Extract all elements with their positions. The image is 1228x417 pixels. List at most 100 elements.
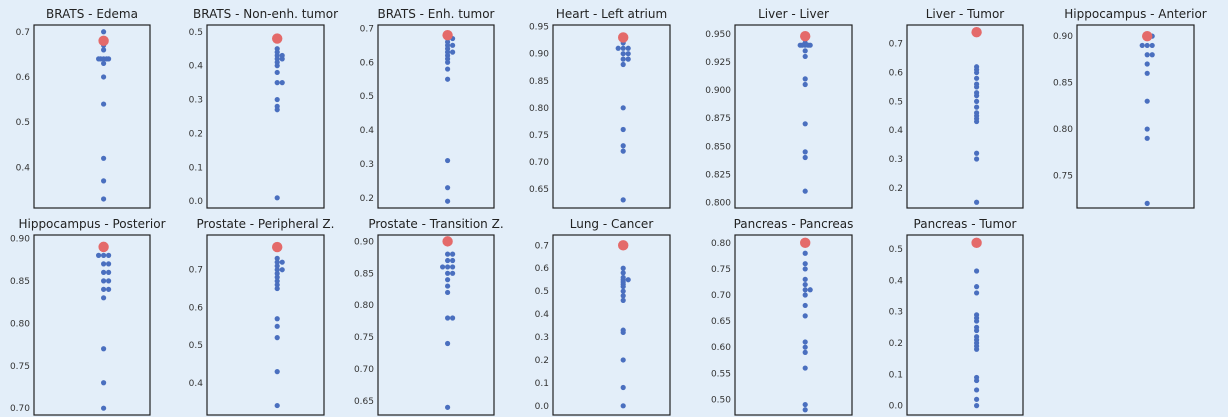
data-point (620, 293, 626, 299)
y-tick-label: 0.75 (354, 333, 374, 343)
data-point (1144, 126, 1150, 132)
highlight-point (272, 241, 283, 253)
data-point (101, 29, 107, 35)
data-point (974, 69, 980, 76)
data-point (445, 59, 451, 65)
data-point (445, 76, 451, 82)
data-point (625, 51, 631, 57)
y-tick-label: 0.5 (189, 341, 203, 351)
data-point (802, 154, 808, 161)
highlight-point (618, 240, 629, 251)
subplot: Lung - Cancer 0.0 0.1 0.2 0.3 0.4 0.5 0.6 0.7 (535, 217, 671, 416)
y-tick-label: 0.6 (189, 303, 204, 313)
data-point (802, 149, 808, 155)
data-point (625, 56, 631, 62)
data-point (101, 295, 107, 301)
y-tick-label: 0.85 (10, 277, 30, 287)
highlight-point (98, 35, 109, 47)
highlight-point (442, 236, 453, 247)
data-point (802, 81, 808, 88)
y-tick-label: 0.95 (529, 23, 549, 33)
data-point (96, 252, 102, 258)
y-tick-label: 0.85 (529, 77, 549, 87)
plot-frame (206, 24, 325, 209)
data-point (101, 405, 107, 411)
y-tick-label: 0.3 (889, 155, 903, 165)
data-point (1144, 135, 1150, 141)
y-tick-label: 0.0 (189, 197, 204, 207)
y-tick-label: 0.5 (360, 92, 374, 102)
data-point (98, 56, 104, 62)
data-point (101, 178, 107, 184)
data-point (101, 74, 107, 80)
data-point (106, 278, 112, 284)
y-tick-label: 0.70 (711, 291, 731, 301)
data-point (620, 197, 626, 203)
data-point (615, 45, 621, 51)
y-tick-label: 0.2 (889, 184, 903, 194)
data-point (101, 101, 107, 107)
y-tick-label: 0.4 (189, 62, 204, 72)
data-point (974, 118, 980, 125)
data-point (620, 384, 626, 391)
data-point (620, 265, 626, 271)
plot-frame (33, 234, 151, 416)
data-point (620, 357, 626, 363)
data-point (106, 286, 112, 292)
y-tick-label: 0.5 (889, 97, 903, 107)
y-tick-label: 0.3 (189, 96, 203, 106)
data-point (445, 198, 451, 204)
data-point (101, 286, 107, 292)
data-point (274, 69, 280, 76)
y-tick-label: 0.850 (705, 142, 731, 152)
data-point (974, 150, 980, 156)
data-point (802, 76, 808, 82)
data-point (274, 285, 280, 292)
data-point (802, 407, 808, 413)
data-point (274, 282, 280, 288)
y-tick-label: 0.90 (354, 237, 374, 247)
data-point (802, 349, 808, 355)
panel-title: Prostate - Peripheral Z. (197, 217, 335, 231)
data-point (450, 270, 456, 276)
data-point (274, 278, 280, 284)
panel-title: Prostate - Transition Z. (368, 217, 503, 231)
y-tick-label: 0.90 (1053, 32, 1073, 42)
data-point (445, 289, 451, 296)
plot-frame (33, 24, 151, 209)
panel-title: Pancreas - Pancreas (734, 217, 854, 231)
y-tick-label: 0.1 (535, 379, 549, 389)
data-point (620, 283, 626, 290)
y-tick-label: 0.85 (354, 269, 374, 279)
data-point (974, 104, 980, 110)
data-point (1149, 52, 1155, 58)
subplot: Pancreas - Tumor 0.0 0.1 0.2 0.3 0.4 0.5 (889, 217, 1024, 416)
data-point (101, 346, 107, 352)
data-point (625, 277, 631, 283)
plot-frame (734, 24, 853, 209)
highlight-point (1142, 30, 1153, 42)
data-point (802, 365, 808, 371)
y-tick-label: 0.5 (189, 28, 203, 38)
data-point (802, 261, 808, 267)
data-point (450, 42, 456, 48)
y-tick-label: 0.4 (16, 163, 31, 173)
y-tick-label: 0.2 (535, 356, 549, 366)
data-point (101, 252, 107, 258)
data-point (101, 278, 107, 284)
data-point (974, 327, 980, 334)
y-tick-label: 0.75 (10, 362, 30, 372)
data-point (445, 66, 451, 72)
data-point (974, 387, 980, 393)
data-point (974, 284, 980, 290)
data-point (620, 61, 626, 68)
data-point (101, 155, 107, 161)
data-point (101, 60, 107, 67)
data-point (974, 98, 980, 104)
data-point (974, 156, 980, 162)
data-point (274, 259, 280, 265)
data-point (279, 56, 285, 62)
data-point (805, 42, 811, 48)
data-point (104, 56, 110, 62)
highlight-point (98, 241, 109, 253)
